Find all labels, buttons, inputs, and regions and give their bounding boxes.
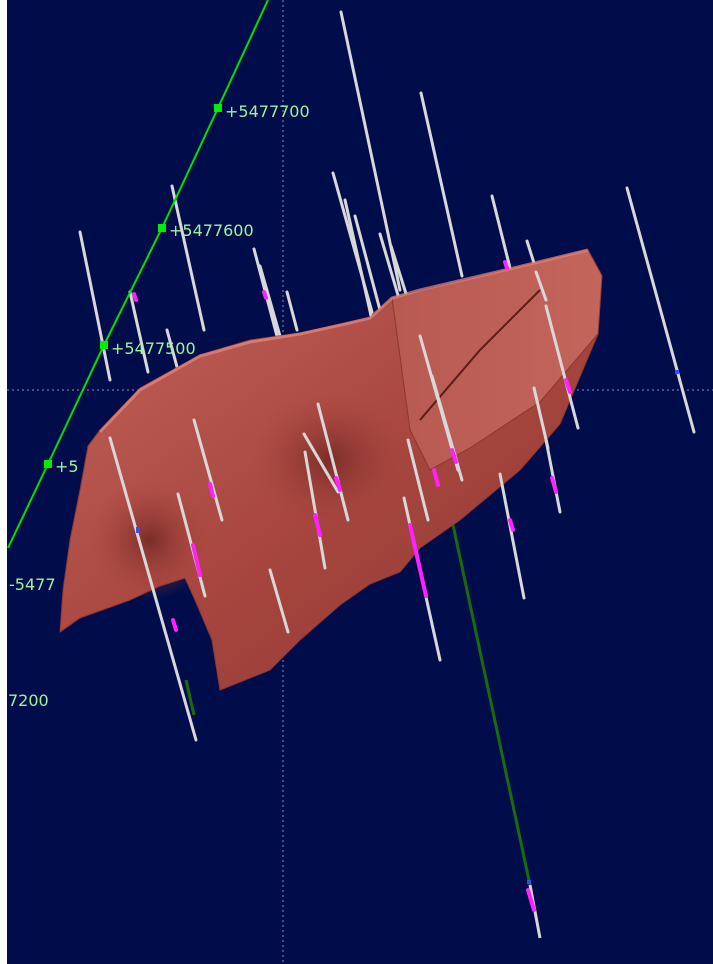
grid-label: +5 bbox=[55, 457, 79, 476]
drillholes-back bbox=[78, 10, 696, 434]
drillhole[interactable] bbox=[268, 568, 290, 634]
drillhole[interactable] bbox=[258, 264, 282, 338]
drillhole-trace[interactable] bbox=[450, 519, 532, 886]
grid-label: +5477700 bbox=[225, 102, 310, 121]
drillhole[interactable] bbox=[544, 304, 580, 430]
assay-interval[interactable] bbox=[132, 292, 138, 302]
drillhole[interactable] bbox=[285, 290, 299, 332]
assay-intervals bbox=[132, 260, 572, 912]
assay-interval[interactable] bbox=[503, 260, 509, 270]
drillhole[interactable] bbox=[378, 232, 402, 304]
drillhole[interactable] bbox=[343, 198, 374, 322]
drillhole[interactable] bbox=[389, 244, 410, 302]
drillhole-trace[interactable] bbox=[184, 679, 196, 716]
drillhole[interactable] bbox=[316, 402, 350, 522]
assay-interval[interactable] bbox=[450, 448, 458, 464]
assay-interval[interactable] bbox=[526, 888, 536, 912]
assay-interval[interactable] bbox=[334, 476, 342, 492]
scene-canvas[interactable]: +5477700 +5477600 +5477500 +5 -5477 7200 bbox=[7, 0, 713, 964]
drillhole[interactable] bbox=[490, 194, 512, 270]
drillhole[interactable] bbox=[419, 91, 464, 278]
drillhole[interactable] bbox=[544, 438, 562, 514]
drillhole[interactable] bbox=[192, 418, 224, 522]
grid-marker bbox=[44, 460, 52, 468]
scene-svg[interactable]: +5477700 +5477600 +5477500 +5 -5477 7200 bbox=[7, 0, 713, 964]
drillholes-front bbox=[108, 270, 580, 742]
grid-label: +5477500 bbox=[111, 339, 196, 358]
assay-blue-markers bbox=[136, 370, 679, 884]
drillhole[interactable] bbox=[302, 432, 340, 494]
assay-interval[interactable] bbox=[313, 513, 322, 537]
assay-interval[interactable] bbox=[208, 482, 215, 498]
assay-interval[interactable] bbox=[191, 543, 202, 577]
grid-marker bbox=[100, 341, 108, 349]
assay-interval[interactable] bbox=[262, 290, 268, 300]
assay-marker[interactable] bbox=[527, 880, 531, 884]
grid-line bbox=[7, 0, 269, 549]
assay-interval[interactable] bbox=[564, 378, 572, 394]
surface-ridge bbox=[98, 248, 589, 434]
grid-label: +5477600 bbox=[169, 221, 254, 240]
drillhole[interactable] bbox=[498, 472, 526, 600]
drillhole[interactable] bbox=[128, 290, 150, 374]
drillhole[interactable] bbox=[170, 184, 206, 332]
drillhole[interactable] bbox=[534, 270, 548, 302]
assay-marker[interactable] bbox=[136, 527, 140, 533]
drillhole[interactable] bbox=[108, 436, 198, 742]
viewport-frame bbox=[0, 0, 7, 964]
assay-interval[interactable] bbox=[508, 518, 515, 532]
drillhole[interactable] bbox=[406, 438, 430, 522]
drillhole[interactable] bbox=[339, 10, 402, 292]
surface-hollow bbox=[250, 390, 410, 530]
drillhole[interactable] bbox=[625, 186, 696, 434]
grid-marker bbox=[158, 224, 166, 232]
drillhole[interactable] bbox=[78, 230, 112, 382]
grid-label: -5477 bbox=[9, 575, 56, 594]
drillhole[interactable] bbox=[532, 386, 550, 450]
grid-label: 7200 bbox=[8, 691, 49, 710]
assay-interval[interactable] bbox=[408, 523, 428, 598]
grid-markers bbox=[44, 104, 222, 468]
drillhole[interactable] bbox=[353, 214, 382, 312]
assay-interval[interactable] bbox=[550, 476, 558, 494]
assay-interval[interactable] bbox=[432, 468, 440, 487]
assay-interval[interactable] bbox=[171, 618, 178, 632]
drillhole[interactable] bbox=[303, 450, 327, 570]
assay-marker[interactable] bbox=[675, 370, 679, 374]
grid-marker bbox=[214, 104, 222, 112]
surface-hollow bbox=[90, 480, 210, 600]
surface-fold bbox=[419, 289, 541, 421]
